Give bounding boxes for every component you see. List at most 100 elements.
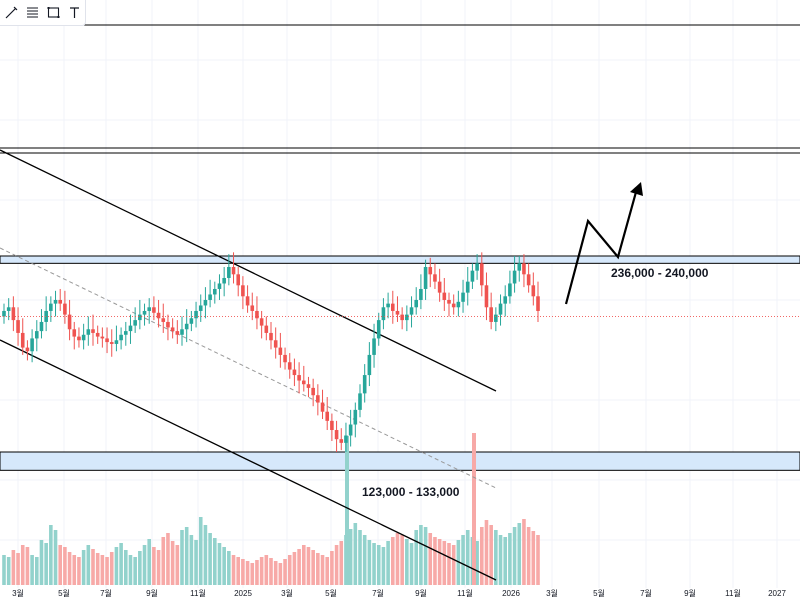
candle-body [95, 332, 100, 337]
volume-bar [362, 535, 367, 585]
volume-bar [512, 527, 517, 585]
rectangle-icon [47, 7, 60, 18]
volume-bar [259, 557, 264, 585]
volume-bar [170, 541, 175, 585]
volume-bar [372, 543, 376, 585]
volume-bar [81, 550, 86, 585]
candle-body [114, 340, 119, 344]
candle-body [180, 329, 184, 335]
text-tool[interactable] [65, 3, 84, 23]
x-tick-label: 9월 [146, 588, 158, 598]
candle-body [348, 424, 353, 436]
candle-body [526, 274, 531, 286]
fib-tool[interactable] [23, 3, 42, 23]
projection-arrowhead [630, 182, 643, 196]
candle-body [91, 329, 95, 333]
volume-bar [147, 539, 152, 585]
candle-body [498, 303, 503, 315]
volume-bar [255, 560, 259, 585]
candle-body [128, 325, 133, 332]
volume-bar [414, 530, 419, 585]
candle-body [16, 320, 20, 333]
candle-body [212, 288, 217, 295]
candle-body [222, 277, 226, 284]
volume-bar [316, 553, 320, 585]
candle-body [287, 362, 292, 370]
candle-body [217, 283, 222, 289]
trend-line-tool[interactable] [2, 3, 21, 23]
projection-path [564, 191, 638, 305]
candle-body [72, 329, 77, 337]
candle-body [250, 305, 255, 311]
candle-body [175, 331, 180, 335]
candle-body [189, 318, 194, 324]
volume-bar [405, 539, 409, 585]
volume-bar [484, 520, 489, 585]
volume-bar [517, 523, 522, 585]
volume-bar [72, 555, 77, 585]
x-tick-label: 5월 [593, 588, 605, 598]
volume-bar [465, 530, 470, 585]
volume-bar [236, 557, 241, 585]
volume-bar [531, 531, 536, 585]
x-tick-label: 2026 [502, 589, 520, 598]
candle-body [316, 395, 320, 403]
volume-bar [306, 547, 311, 585]
candle-body [109, 342, 114, 344]
volume-bar [345, 436, 349, 585]
volume-bar [419, 525, 423, 585]
x-tick-label: 3월 [12, 588, 24, 598]
candle-body [311, 387, 315, 396]
volume-bar [138, 551, 142, 585]
candle-body [63, 303, 67, 315]
candle-body [269, 332, 273, 341]
candle-body [119, 334, 123, 341]
x-tick-label: 7월 [372, 588, 384, 598]
support-zone-label: 123,000 - 133,000 [362, 485, 460, 499]
volume-bar [428, 533, 433, 585]
volume-bar [320, 555, 325, 585]
channel-midline [0, 247, 497, 489]
candle-body [531, 285, 536, 297]
rectangle-tool[interactable] [44, 3, 63, 23]
horizontal-lines-icon [27, 7, 38, 18]
volume-bar [123, 550, 128, 585]
volume-bar [451, 545, 456, 585]
volume-bar [339, 541, 344, 585]
channel-upper-line [0, 149, 497, 392]
candle-body [451, 303, 456, 308]
volume-bar [283, 559, 287, 585]
candle-body [241, 285, 245, 297]
volume-bar [442, 541, 447, 585]
candle-body [166, 321, 170, 328]
volume-bar [273, 561, 278, 585]
candle-body [208, 294, 212, 300]
candle-body [390, 303, 395, 311]
x-tick-label: 5월 [325, 588, 337, 598]
candle-body [161, 318, 166, 322]
volume-bar [142, 545, 147, 585]
candle-body [536, 296, 540, 311]
volume-bar [119, 543, 123, 585]
candle-body [508, 283, 512, 297]
volume-bar [245, 561, 250, 585]
candle-body [49, 303, 53, 311]
support-zone [0, 451, 800, 471]
pencil-line-icon [5, 6, 18, 19]
candle-body [53, 299, 58, 304]
candle-body [236, 274, 241, 286]
volume-bar [494, 530, 498, 585]
x-tick-label: 2025 [234, 589, 252, 598]
candle-body [437, 281, 442, 293]
resistance-zone [0, 255, 800, 264]
candle-body [264, 325, 269, 333]
volume-bar [184, 527, 189, 585]
volume-bar [198, 517, 203, 585]
candle-body [414, 299, 419, 308]
volume-bar [25, 547, 30, 585]
volume-bar [395, 533, 400, 585]
volume-bar [34, 557, 39, 585]
candle-body [123, 331, 128, 335]
